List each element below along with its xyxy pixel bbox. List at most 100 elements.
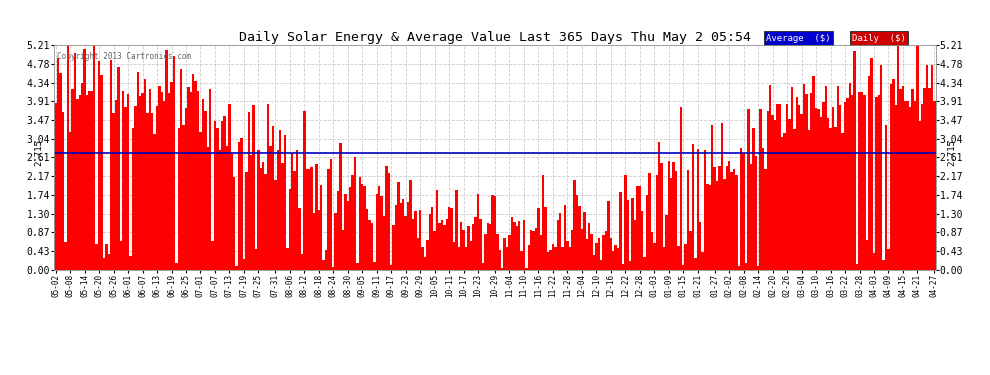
Bar xyxy=(832,106,835,270)
Bar xyxy=(921,104,924,270)
Bar xyxy=(335,213,337,270)
Bar xyxy=(880,65,882,270)
Bar xyxy=(929,88,931,270)
Bar xyxy=(769,85,771,270)
Bar xyxy=(620,192,622,270)
Bar xyxy=(71,89,74,270)
Bar xyxy=(120,241,122,270)
Bar xyxy=(699,222,701,270)
Bar xyxy=(378,186,380,270)
Bar xyxy=(115,100,117,270)
Bar xyxy=(617,248,620,270)
Bar xyxy=(142,93,144,270)
Bar xyxy=(310,167,313,270)
Bar xyxy=(190,92,192,270)
Bar xyxy=(822,102,825,270)
Bar xyxy=(632,198,634,270)
Bar xyxy=(455,190,457,270)
Bar xyxy=(474,217,477,270)
Bar xyxy=(687,170,689,270)
Bar xyxy=(885,125,887,270)
Bar xyxy=(330,159,332,270)
Bar xyxy=(422,247,424,270)
Bar xyxy=(551,244,554,270)
Bar xyxy=(412,219,414,270)
Bar xyxy=(351,175,353,270)
Bar xyxy=(912,89,914,270)
Bar xyxy=(665,215,667,270)
Bar xyxy=(313,213,315,270)
Text: Copyright 2013 Cartronics.com: Copyright 2013 Cartronics.com xyxy=(57,52,191,61)
Bar xyxy=(827,118,830,270)
Bar xyxy=(86,95,88,270)
Bar xyxy=(791,87,793,270)
Bar xyxy=(875,97,877,270)
Bar xyxy=(682,265,684,270)
Bar xyxy=(187,87,190,270)
Bar xyxy=(151,114,153,270)
Bar xyxy=(177,128,180,270)
Bar xyxy=(627,200,629,270)
Bar xyxy=(257,150,259,270)
Bar xyxy=(348,187,351,270)
Bar xyxy=(163,100,165,270)
Bar xyxy=(525,268,528,270)
Bar xyxy=(98,61,100,270)
Text: 2.715: 2.715 xyxy=(947,139,956,166)
Bar xyxy=(409,180,412,270)
Bar xyxy=(714,167,716,270)
Bar xyxy=(573,180,576,270)
Bar xyxy=(56,58,59,270)
Bar xyxy=(662,246,665,270)
Bar xyxy=(721,123,723,270)
Bar xyxy=(870,58,873,270)
Bar xyxy=(431,207,434,270)
Bar xyxy=(926,65,929,270)
Bar xyxy=(578,206,581,270)
Bar xyxy=(571,230,573,270)
Bar xyxy=(293,171,296,270)
Bar xyxy=(323,260,325,270)
Bar xyxy=(170,82,172,270)
Bar xyxy=(486,223,489,270)
Bar xyxy=(117,67,120,270)
Bar xyxy=(332,267,335,270)
Bar xyxy=(59,73,61,270)
Bar xyxy=(897,45,899,270)
Bar xyxy=(291,153,293,270)
Bar xyxy=(424,257,427,270)
Bar xyxy=(197,91,199,270)
Bar xyxy=(182,125,185,270)
Bar xyxy=(383,216,385,270)
Bar xyxy=(279,129,281,270)
Bar xyxy=(108,254,110,270)
Bar xyxy=(615,245,617,270)
Bar xyxy=(83,49,86,270)
Bar xyxy=(358,177,361,270)
Bar xyxy=(462,230,465,270)
Bar xyxy=(916,45,919,270)
Bar xyxy=(308,169,310,270)
Bar xyxy=(600,260,603,270)
Bar xyxy=(392,225,395,270)
Bar xyxy=(719,166,721,270)
Bar xyxy=(482,263,484,270)
Bar xyxy=(484,234,486,270)
Bar xyxy=(914,101,916,270)
Bar xyxy=(417,238,419,270)
Bar xyxy=(658,142,660,270)
Bar xyxy=(199,132,202,270)
Bar xyxy=(370,223,373,270)
Bar xyxy=(460,222,462,270)
Bar xyxy=(726,166,728,270)
Bar xyxy=(689,231,692,270)
Bar xyxy=(508,235,511,270)
Bar xyxy=(105,243,108,270)
Bar xyxy=(262,162,264,270)
Bar xyxy=(934,100,936,270)
Bar xyxy=(624,175,627,270)
Bar xyxy=(271,126,274,270)
Bar xyxy=(414,211,417,270)
Bar xyxy=(172,56,175,270)
Text: Daily  ($): Daily ($) xyxy=(851,34,906,43)
